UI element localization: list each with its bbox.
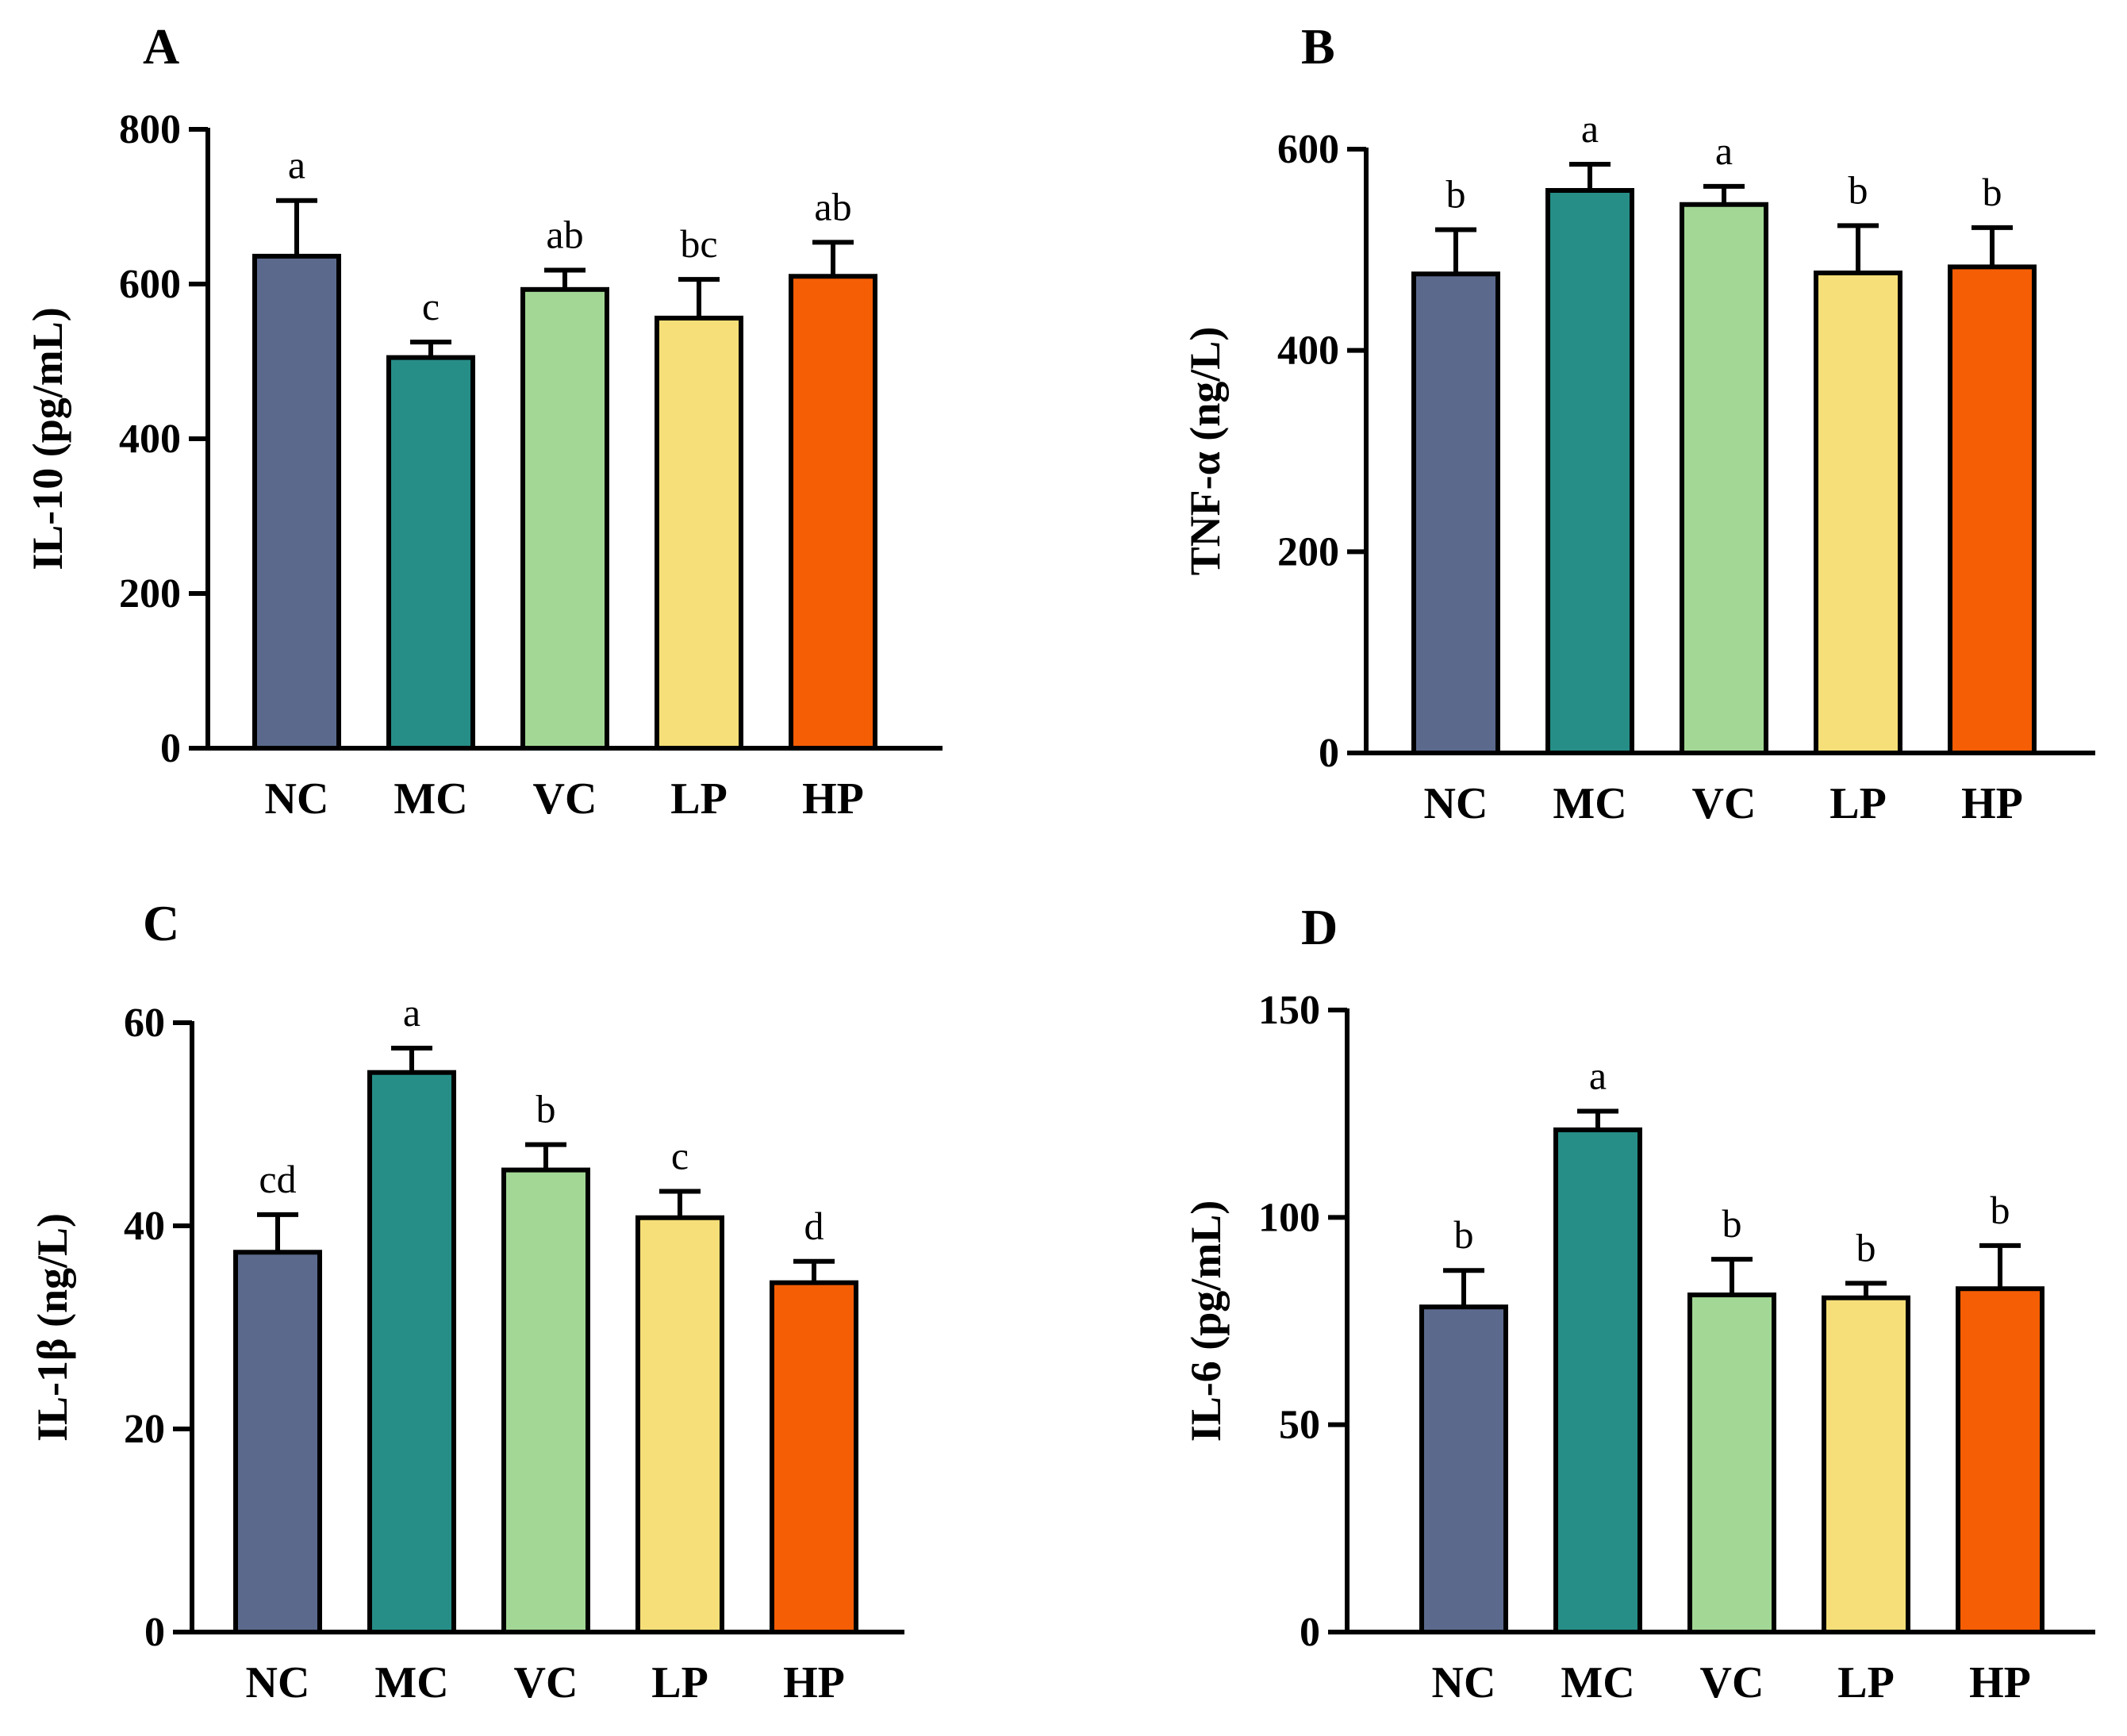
x-category-label-mc: MC <box>374 1658 448 1707</box>
significance-label-nc: cd <box>259 1157 296 1201</box>
significance-label-hp: b <box>1991 1188 2010 1232</box>
x-category-label-lp: LP <box>1829 779 1887 828</box>
significance-label-vc: b <box>536 1087 556 1131</box>
significance-label-mc: c <box>422 284 440 328</box>
bar-vc <box>1687 1292 1776 1635</box>
x-category-label-hp: HP <box>1961 779 2023 828</box>
x-category-label-nc: NC <box>1424 779 1488 828</box>
x-category-label-hp: HP <box>783 1658 845 1707</box>
significance-label-lp: bc <box>680 221 717 266</box>
bar-lp <box>655 315 743 751</box>
y-tick-label: 200 <box>119 571 181 616</box>
x-category-label-lp: LP <box>670 774 728 824</box>
bar-nc <box>1411 271 1500 756</box>
bar-mc <box>1545 188 1634 756</box>
y-tick-label: 0 <box>1300 1610 1320 1655</box>
y-tick-label: 600 <box>1277 127 1339 172</box>
x-category-label-vc: VC <box>1700 1658 1764 1707</box>
y-tick-label: 40 <box>124 1204 165 1249</box>
x-category-label-mc: MC <box>1561 1658 1634 1707</box>
y-tick-label: 150 <box>1258 988 1320 1033</box>
y-tick-label: 0 <box>160 726 181 771</box>
panel-letter: B <box>1301 18 1335 75</box>
significance-label-nc: b <box>1446 171 1466 216</box>
y-tick-label: 50 <box>1279 1403 1320 1448</box>
x-category-label-nc: NC <box>265 774 329 824</box>
x-category-label-hp: HP <box>802 774 864 824</box>
chart-panel-b: B TNF-α (ng/L) 0 200 400 600 b NC a MC a VC b LP b HP <box>1181 18 2095 828</box>
significance-label-lp: b <box>1849 167 1868 212</box>
significance-label-lp: b <box>1856 1225 1876 1269</box>
y-tick-label: 800 <box>119 107 181 152</box>
bar-mc <box>386 355 475 751</box>
bar-vc <box>501 1167 590 1634</box>
bar-hp <box>1956 1286 2044 1635</box>
y-axis-title: IL-6 (pg/mL) <box>1182 1200 1230 1442</box>
chart-panel-c: C IL-1β (ng/L) 0 20 40 60 cd NC a MC b VC c LP d HP <box>29 895 904 1707</box>
bar-nc <box>1419 1304 1508 1635</box>
bar-vc <box>520 286 609 751</box>
y-tick-label: 200 <box>1277 529 1339 574</box>
x-category-label-hp: HP <box>1969 1658 2031 1707</box>
significance-label-nc: a <box>288 143 305 187</box>
bar-hp <box>1948 264 2037 755</box>
bar-lp <box>1822 1295 1910 1635</box>
significance-label-vc: a <box>1715 129 1733 173</box>
y-tick-label: 0 <box>1319 731 1339 776</box>
bar-nc <box>233 1250 322 1635</box>
y-tick-label: 20 <box>124 1407 165 1452</box>
significance-label-mc: a <box>1581 106 1599 151</box>
x-category-label-mc: MC <box>1553 779 1626 828</box>
bar-hp <box>770 1280 858 1635</box>
x-category-label-vc: VC <box>533 774 597 824</box>
y-tick-label: 60 <box>124 1001 165 1046</box>
y-axis-title: IL-10 (pg/mL) <box>24 307 71 570</box>
y-tick-label: 400 <box>1277 328 1339 374</box>
significance-label-hp: b <box>1983 170 2002 214</box>
bar-nc <box>252 253 341 751</box>
significance-label-hp: d <box>804 1204 824 1248</box>
y-tick-label: 400 <box>119 417 181 462</box>
y-axis-title: IL-1β (ng/L) <box>29 1213 76 1442</box>
bar-lp <box>1814 271 1902 755</box>
y-tick-label: 600 <box>119 262 181 307</box>
x-category-label-nc: NC <box>246 1658 310 1707</box>
x-category-label-vc: VC <box>514 1658 578 1707</box>
chart-panel-d: D IL-6 (pg/mL) 0 50 100 150 b NC a MC b VC b LP b HP <box>1182 899 2095 1707</box>
y-axis-title: TNF-α (ng/L) <box>1181 327 1229 576</box>
panel-letter: D <box>1301 899 1338 955</box>
x-category-label-nc: NC <box>1432 1658 1496 1707</box>
significance-label-lp: c <box>671 1133 689 1177</box>
significance-label-vc: b <box>1722 1201 1742 1246</box>
bar-mc <box>367 1070 456 1634</box>
panel-letter: C <box>143 895 179 951</box>
significance-label-nc: b <box>1454 1212 1474 1257</box>
x-category-label-lp: LP <box>1837 1658 1895 1707</box>
bar-vc <box>1680 202 1768 755</box>
bar-mc <box>1553 1127 1642 1634</box>
significance-label-mc: a <box>1589 1054 1607 1098</box>
y-tick-label: 0 <box>144 1610 165 1655</box>
significance-label-mc: a <box>403 990 420 1035</box>
bar-hp <box>789 274 877 751</box>
x-category-label-lp: LP <box>651 1658 708 1707</box>
chart-panel-a: A IL-10 (pg/mL) 0 200 400 600 800 a NC c MC ab VC bc L… <box>24 18 943 824</box>
x-category-label-vc: VC <box>1692 779 1757 828</box>
x-category-label-mc: MC <box>394 774 467 824</box>
significance-label-hp: ab <box>814 184 851 229</box>
bar-lp <box>635 1215 724 1634</box>
significance-label-vc: ab <box>546 212 583 256</box>
y-tick-label: 100 <box>1258 1195 1320 1240</box>
panel-letter: A <box>143 18 179 75</box>
